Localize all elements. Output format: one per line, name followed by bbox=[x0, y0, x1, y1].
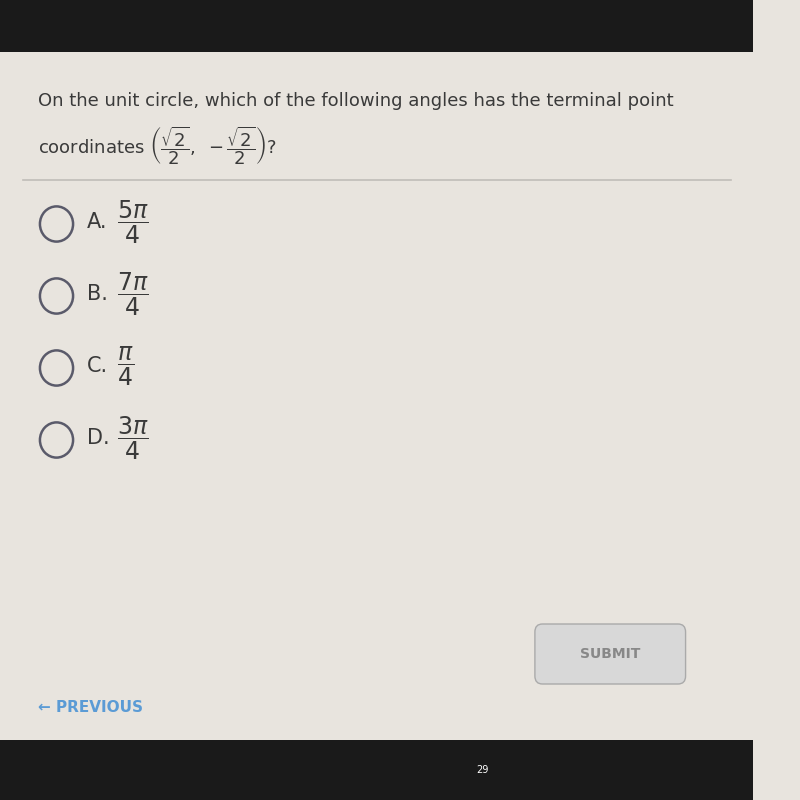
Text: C.: C. bbox=[86, 357, 108, 376]
Text: ← PREVIOUS: ← PREVIOUS bbox=[38, 701, 142, 715]
Text: On the unit circle, which of the following angles has the terminal point: On the unit circle, which of the followi… bbox=[38, 92, 674, 110]
Text: $\dfrac{\pi}{4}$: $\dfrac{\pi}{4}$ bbox=[117, 345, 134, 388]
Text: D.: D. bbox=[86, 429, 110, 448]
Text: coordinates $\left(\dfrac{\sqrt{2}}{2},\ -\dfrac{\sqrt{2}}{2}\right)$?: coordinates $\left(\dfrac{\sqrt{2}}{2},\… bbox=[38, 124, 277, 166]
Text: B.: B. bbox=[86, 284, 107, 304]
Text: $\dfrac{5\pi}{4}$: $\dfrac{5\pi}{4}$ bbox=[117, 198, 148, 246]
FancyBboxPatch shape bbox=[0, 740, 754, 800]
Text: $\dfrac{7\pi}{4}$: $\dfrac{7\pi}{4}$ bbox=[117, 270, 148, 318]
Text: A.: A. bbox=[86, 212, 107, 232]
FancyBboxPatch shape bbox=[535, 624, 686, 684]
FancyBboxPatch shape bbox=[0, 0, 754, 52]
Text: SUBMIT: SUBMIT bbox=[580, 647, 641, 662]
Text: 29: 29 bbox=[476, 765, 488, 774]
Text: $\dfrac{3\pi}{4}$: $\dfrac{3\pi}{4}$ bbox=[117, 414, 148, 462]
